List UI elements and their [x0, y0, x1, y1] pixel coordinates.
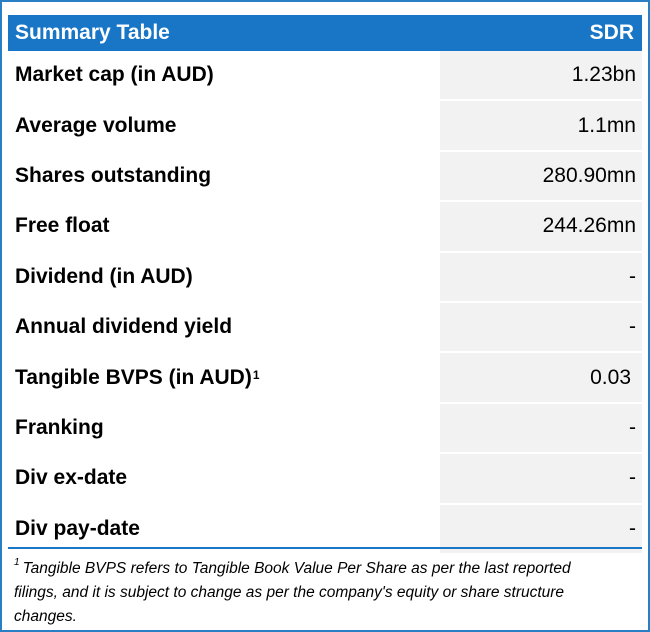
table-row-average-volume: Average volume 1.1mn [8, 101, 642, 152]
row-label-text: Tangible BVPS (in AUD) [15, 365, 252, 389]
table-row-free-float: Free float 244.26mn [8, 202, 642, 253]
row-value: 0.03 [440, 353, 642, 402]
row-value: - [440, 504, 642, 553]
table-row-tangible-bvps: Tangible BVPS (in AUD) 1 0.03 [8, 353, 642, 404]
summary-table-body: Market cap (in AUD) 1.23bn Average volum… [8, 51, 642, 555]
footnote-marker: 1 [14, 557, 20, 568]
table-row-market-cap: Market cap (in AUD) 1.23bn [8, 51, 642, 102]
table-row-franking: Franking - [8, 403, 642, 455]
row-value: 1.1mn [440, 101, 642, 150]
table-title: Summary Table [15, 21, 170, 44]
row-label: Div ex-date [8, 454, 438, 503]
table-row-div-pay-date: Div pay-date - [8, 504, 642, 555]
footer-divider [8, 547, 642, 549]
row-label: Average volume [8, 101, 438, 150]
footnote: 1 Tangible BVPS refers to Tangible Book V… [14, 553, 614, 629]
table-row-annual-dividend-yield: Annual dividend yield - [8, 302, 642, 354]
row-label: Div pay-date [8, 504, 438, 553]
summary-table-header: Summary Table SDR [8, 15, 642, 51]
row-label: Franking [8, 403, 438, 453]
row-label: Free float [8, 202, 438, 251]
row-value: - [440, 302, 642, 352]
row-label: Market cap (in AUD) [8, 51, 438, 100]
row-value: 244.26mn [440, 202, 642, 251]
row-label: Shares outstanding [8, 151, 438, 201]
row-label: Tangible BVPS (in AUD) 1 [8, 353, 438, 402]
row-label: Annual dividend yield [8, 302, 438, 352]
row-value: - [440, 252, 642, 301]
table-row-dividend: Dividend (in AUD) - [8, 252, 642, 303]
footnote-text: Tangible BVPS refers to Tangible Book Va… [14, 560, 571, 626]
row-value: 280.90mn [440, 151, 642, 201]
footnote-marker: 1 [252, 367, 260, 382]
row-value: - [440, 454, 642, 503]
table-row-shares-outstanding: Shares outstanding 280.90mn [8, 151, 642, 203]
row-label: Dividend (in AUD) [8, 252, 438, 301]
ticker-label: SDR [589, 21, 634, 44]
row-value: - [440, 403, 642, 453]
row-value: 1.23bn [440, 51, 642, 100]
table-row-div-ex-date: Div ex-date - [8, 454, 642, 505]
